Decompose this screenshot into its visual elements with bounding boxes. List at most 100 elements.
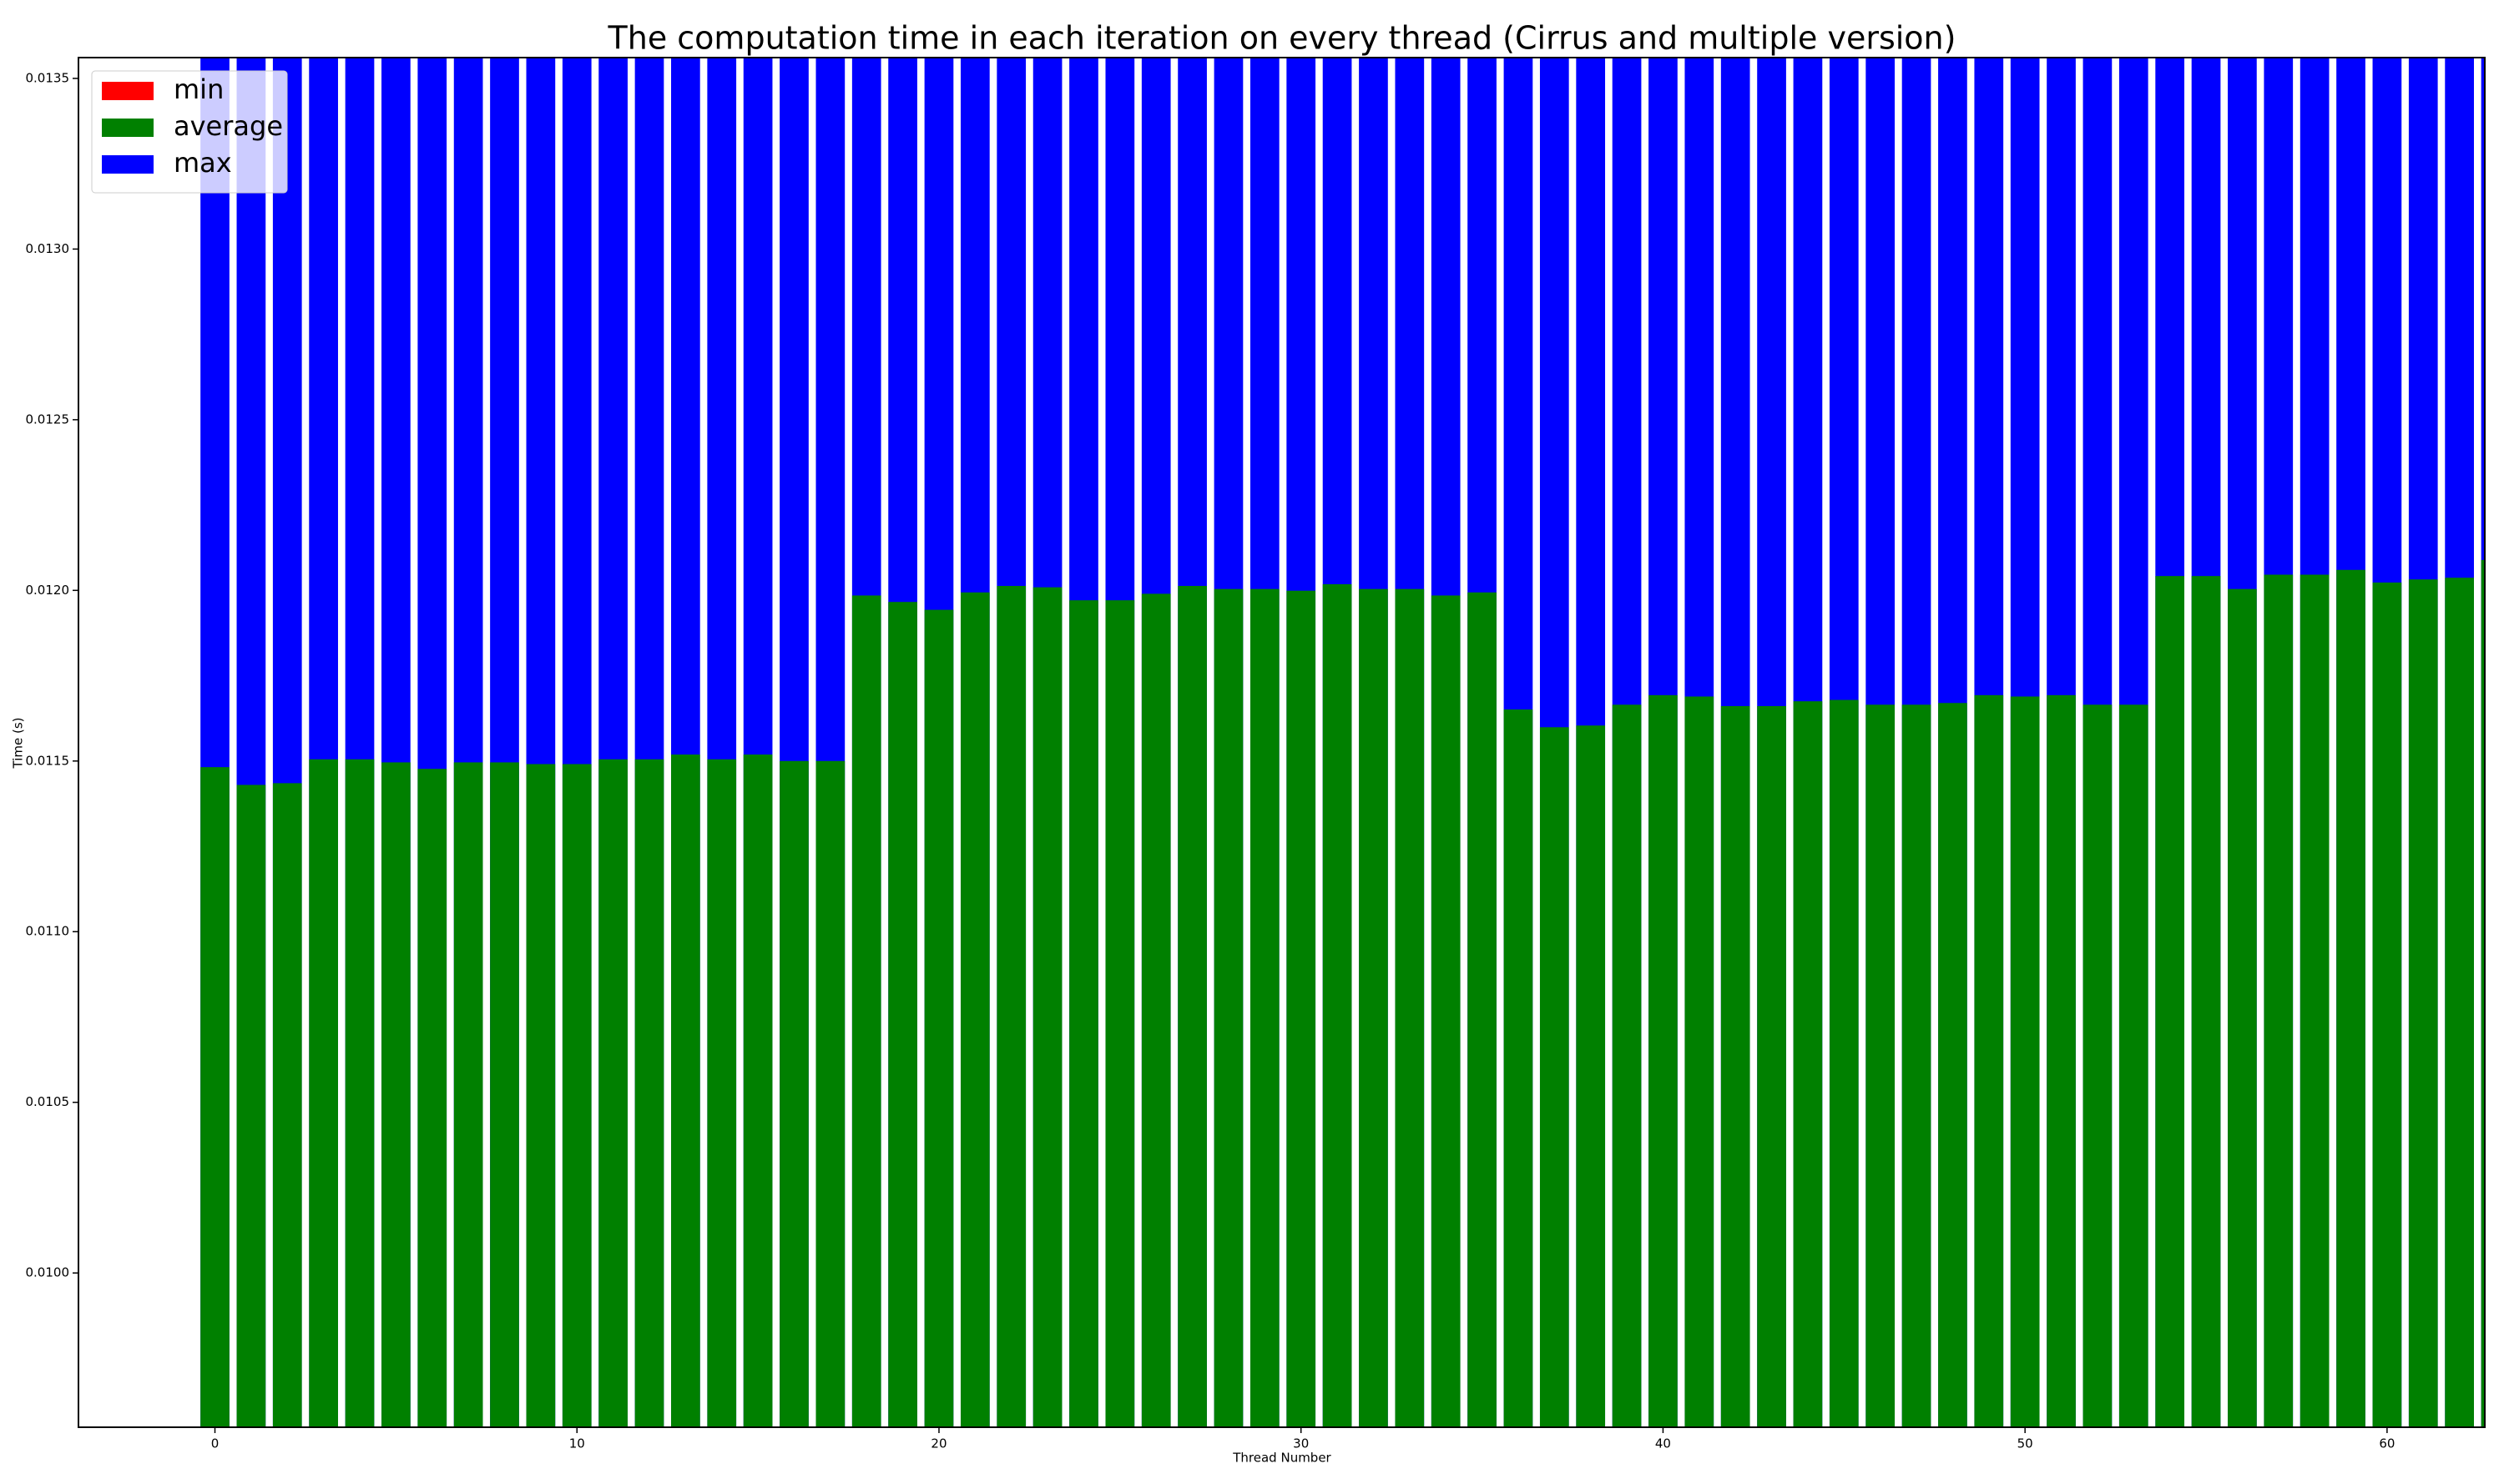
bar — [490, 762, 519, 1427]
bar — [272, 783, 302, 1427]
bar — [634, 759, 664, 1427]
bar — [1684, 696, 1714, 1427]
bar — [780, 760, 809, 1427]
bar — [1032, 587, 1063, 1427]
bar — [1974, 1427, 2003, 1484]
bars — [200, 58, 2504, 1484]
bar — [2228, 1427, 2257, 1484]
bar — [237, 1427, 266, 1484]
y-tick-label: 0.0120 — [26, 583, 70, 598]
y-axis-label: Time (s) — [11, 718, 26, 770]
bar — [1902, 1427, 1931, 1484]
bar — [744, 1427, 773, 1484]
bar — [2481, 559, 2485, 1427]
bar — [1105, 600, 1135, 1427]
bar — [997, 586, 1027, 1427]
bar — [1431, 595, 1461, 1427]
bar — [1395, 1427, 1424, 1484]
bar — [1938, 703, 1967, 1427]
bar — [1794, 1427, 1823, 1484]
bar — [1757, 1427, 1786, 1484]
bar — [2118, 704, 2148, 1427]
bar — [1757, 705, 1786, 1427]
legend-swatch — [102, 155, 154, 174]
bar — [1069, 600, 1098, 1427]
bar — [526, 764, 556, 1427]
bar — [2409, 1427, 2438, 1484]
bar — [273, 1427, 302, 1484]
bar — [236, 785, 266, 1427]
bar — [2300, 1427, 2330, 1484]
bar — [527, 1427, 556, 1484]
bar — [1613, 1427, 1642, 1484]
bar — [1141, 593, 1171, 1427]
x-tick-label: 0 — [211, 1436, 220, 1451]
bar — [1684, 1427, 1714, 1484]
bar — [1829, 699, 1859, 1427]
bar — [924, 609, 954, 1427]
x-tick-label: 20 — [931, 1436, 947, 1451]
bar — [1178, 1427, 1207, 1484]
bar — [2445, 1427, 2474, 1484]
legend-swatch — [102, 119, 154, 137]
bar — [598, 759, 628, 1427]
bar — [1431, 1427, 1461, 1484]
y-tick-label: 0.0135 — [26, 70, 70, 85]
x-tick-label: 30 — [1293, 1436, 1309, 1451]
y-tick-label: 0.0130 — [26, 241, 70, 256]
y-tick-label: 0.0115 — [26, 753, 70, 768]
bar — [1539, 727, 1569, 1427]
bar — [815, 760, 846, 1427]
bar — [381, 1427, 411, 1484]
bar — [1178, 586, 1207, 1427]
bar — [2047, 1427, 2076, 1484]
bar — [1974, 694, 2004, 1427]
x-axis-label: Thread Number — [1232, 1451, 1331, 1466]
bar — [309, 1427, 338, 1484]
bar — [671, 755, 700, 1427]
bar — [417, 1427, 447, 1484]
bar — [346, 1427, 375, 1484]
bar — [417, 769, 447, 1427]
bar — [960, 592, 990, 1427]
bar — [1249, 588, 1280, 1427]
bar — [1359, 1427, 1388, 1484]
bar — [1105, 1427, 1134, 1484]
bar — [1540, 1427, 1569, 1484]
legend-label: max — [174, 147, 232, 179]
bar — [851, 595, 881, 1427]
bar — [671, 1427, 700, 1484]
x-tick-label: 40 — [1655, 1436, 1671, 1451]
bar — [2300, 574, 2330, 1427]
legend: min average max — [91, 70, 288, 194]
bar — [743, 755, 773, 1427]
y-tick-label: 0.0100 — [26, 1265, 70, 1280]
bar — [1901, 704, 1931, 1427]
bar — [309, 759, 338, 1427]
legend-swatch — [102, 82, 154, 100]
bar — [707, 1427, 736, 1484]
plot-frame — [78, 57, 2486, 1428]
bar — [1576, 725, 1606, 1427]
bar — [1648, 694, 1678, 1427]
bar — [2336, 569, 2365, 1427]
bar — [2191, 576, 2221, 1427]
bar — [1721, 1427, 1750, 1484]
bar — [780, 1427, 809, 1484]
bar — [2408, 579, 2438, 1427]
bar — [2481, 1427, 2504, 1484]
bar — [2155, 576, 2185, 1427]
bar — [1142, 1427, 1171, 1484]
bar — [1033, 1427, 1063, 1484]
y-tick-label: 0.0125 — [26, 411, 70, 427]
bar — [200, 767, 230, 1427]
bar — [345, 759, 375, 1427]
bar — [598, 1427, 628, 1484]
bar — [816, 1427, 846, 1484]
legend-label: min — [174, 73, 224, 105]
bar — [1576, 1427, 1605, 1484]
bar — [1322, 583, 1352, 1427]
bar — [1286, 590, 1316, 1427]
bar — [2336, 1427, 2365, 1484]
